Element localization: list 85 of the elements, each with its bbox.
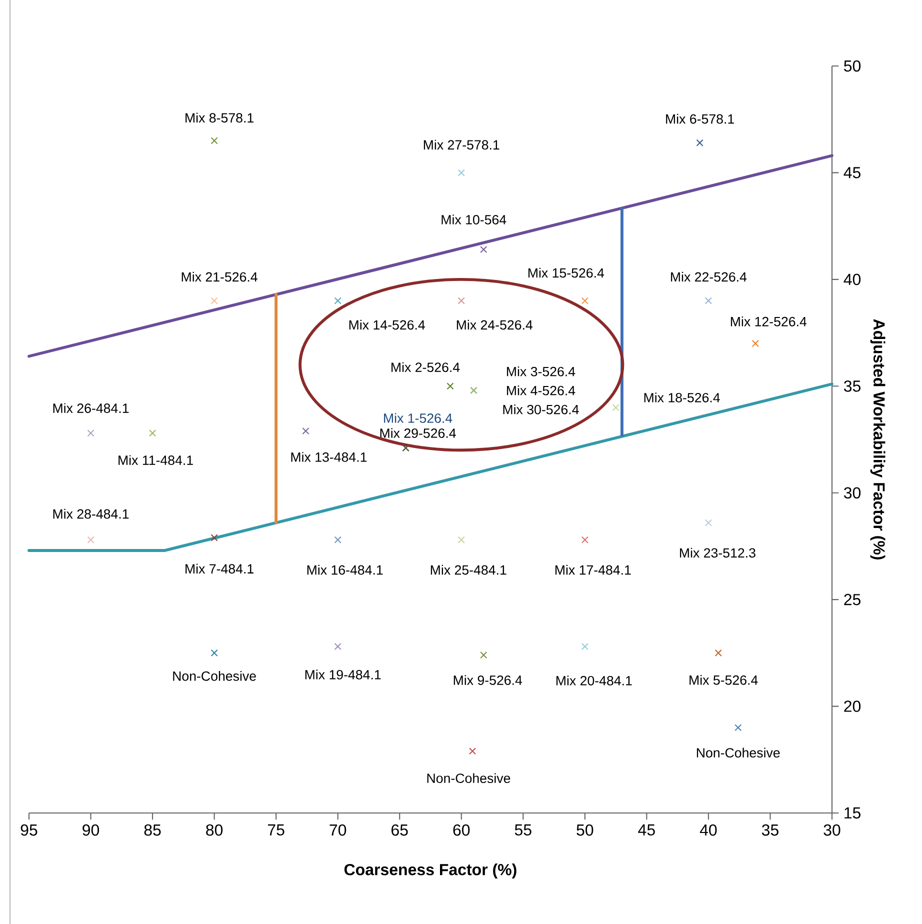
series-label: Mix 21-526.4 <box>182 272 258 282</box>
series-label: Mix 9-526.4 <box>454 675 522 685</box>
point <box>696 139 704 146</box>
y-tick-label: 20 <box>844 700 861 712</box>
point <box>458 536 465 544</box>
point <box>210 534 218 542</box>
series-label: Mix 18-526.4 <box>644 392 720 402</box>
text: Mix 1-526.4 <box>384 413 452 423</box>
point <box>210 297 218 304</box>
text: Mix 20-484.1 <box>556 676 632 686</box>
point <box>704 297 712 304</box>
point <box>334 297 342 304</box>
point <box>704 519 712 526</box>
point <box>458 169 465 176</box>
point <box>714 649 722 656</box>
x-tick-label: 50 <box>576 824 594 836</box>
series-label: Mix 24-526.4 <box>456 320 532 330</box>
point <box>334 642 342 650</box>
series-label: Mix 8-578.1 <box>186 112 254 123</box>
series-label: Mix 6-578.1 <box>666 114 734 124</box>
text: Mix 7-484.1 <box>186 564 254 574</box>
point <box>752 340 759 348</box>
series-label: Mix 5-526.4 <box>690 675 758 685</box>
text: Mix 17-484.1 <box>555 564 631 575</box>
point <box>612 404 620 412</box>
point <box>581 642 588 650</box>
x-tick-label: 80 <box>206 824 223 836</box>
text: Mix 25-484.1 <box>430 564 506 575</box>
y-tick-label: 50 <box>844 60 861 72</box>
x-tick-label: 70 <box>330 824 346 836</box>
point <box>458 297 465 304</box>
x-axis-title: Coarseness Factor (%) <box>344 864 516 878</box>
x-tick-label: 65 <box>392 824 408 836</box>
point <box>480 652 488 659</box>
series-label: Mix 12-526.4 <box>730 316 807 326</box>
point <box>210 137 218 144</box>
text: Mix 3-526.4 <box>506 366 576 376</box>
text: Mix 10-564 <box>442 214 506 224</box>
point <box>468 748 476 755</box>
x-tick-label: 40 <box>700 824 717 836</box>
series-label: Mix 2-526.4 <box>392 362 460 372</box>
series-label: Mix 27-578.1 <box>424 140 500 150</box>
series-label: Non-Cohesive <box>427 773 510 783</box>
point <box>446 382 454 390</box>
series-label: Mix 28-484.1 <box>53 508 129 519</box>
series-label: Mix 11-484.1 <box>118 455 193 465</box>
x-tick-label: 30 <box>824 824 840 836</box>
text: Mix 4-526.4 <box>506 386 576 396</box>
series-label: Mix 14-526.4 <box>349 320 425 330</box>
series-label: Non-Cohesive <box>173 671 256 681</box>
y-tick-label: 15 <box>844 807 860 819</box>
text: Mix 30-526.4 <box>503 404 579 414</box>
series-label: Mix 26-484.1 <box>53 403 129 413</box>
y-tick-label: 40 <box>844 274 861 286</box>
x-tick-label: 60 <box>453 824 470 836</box>
x-tick-label: 35 <box>762 824 778 836</box>
point <box>302 427 310 435</box>
text: Mix 23-512.3 <box>680 548 756 558</box>
x-tick-label: 85 <box>144 824 161 836</box>
point <box>334 536 342 544</box>
point <box>210 649 218 656</box>
x-tick-label: 75 <box>268 824 284 836</box>
text: Mix 16-484.1 <box>307 564 383 575</box>
series-label: Mix 13-484.1 <box>291 452 367 462</box>
y-tick-label: 45 <box>844 167 860 178</box>
point <box>581 297 588 304</box>
point <box>734 724 742 732</box>
point <box>87 430 94 437</box>
point <box>581 536 588 544</box>
series-label: Mix 22-526.4 <box>671 272 747 282</box>
x-tick-label: 90 <box>82 824 100 836</box>
series-label: Mix 29-526.4 <box>380 428 456 438</box>
y-tick-label: 25 <box>844 594 860 606</box>
point <box>87 536 94 544</box>
x-tick-label: 45 <box>638 824 655 836</box>
series-label: Mix 19-484.1 <box>305 670 381 680</box>
y-axis-title: Adjusted Workability Factor (%) <box>870 319 886 560</box>
y-tick-label: 30 <box>844 487 861 499</box>
series-label: Non-Cohesive <box>696 748 780 758</box>
point <box>480 246 488 254</box>
x-tick-label: 55 <box>514 824 532 836</box>
x-tick-label: 95 <box>20 824 38 836</box>
series-label: Mix 15-526.4 <box>528 268 604 278</box>
point <box>148 430 156 437</box>
y-tick-label: 35 <box>844 380 860 392</box>
